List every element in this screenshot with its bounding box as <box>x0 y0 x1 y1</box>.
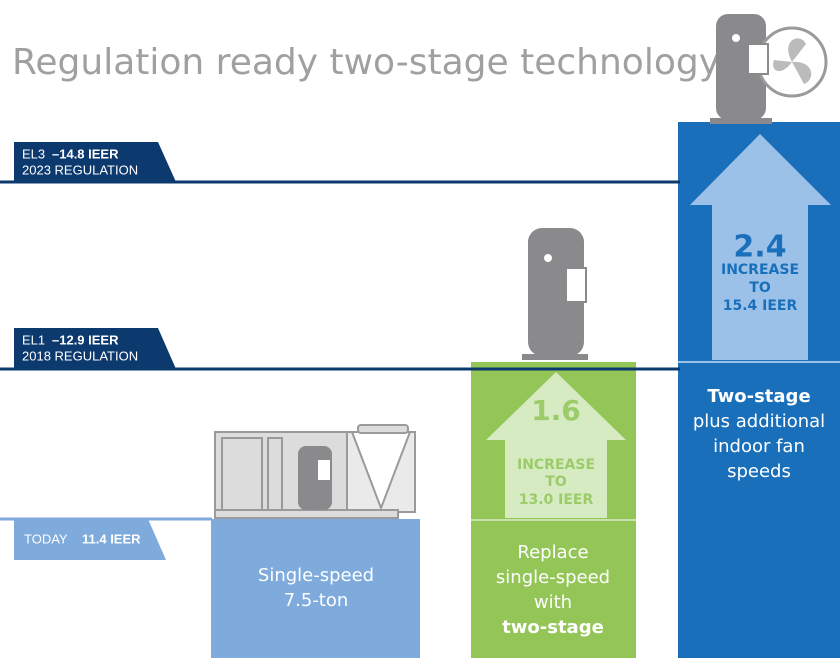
increase-text: 15.4 IEER <box>723 298 798 314</box>
bar-text: speeds <box>727 461 791 482</box>
level-value: –12.9 IEER <box>52 332 119 347</box>
increase-text: 13.0 IEER <box>519 492 594 508</box>
level-tag-text: TODAY <box>24 531 68 546</box>
level-value: –14.8 IEER <box>52 146 119 161</box>
bar-text: Single-speed <box>258 565 374 586</box>
bar-text: single-speed <box>496 567 610 588</box>
increase-amount: 2.4 <box>733 230 786 265</box>
level-note: 2023 REGULATION <box>22 162 138 177</box>
bar-text: 7.5-ton <box>284 590 349 611</box>
bar-text: two-stage <box>502 617 604 638</box>
bar-text: indoor fan <box>713 436 805 457</box>
compressor-fan-icon <box>710 14 826 124</box>
level-tag-text: EL1 <box>22 332 45 347</box>
rooftop-unit-icon <box>215 425 415 518</box>
bar-text: Two-stage <box>707 386 810 407</box>
level-note: 2018 REGULATION <box>22 348 138 363</box>
bar-text: with <box>534 592 572 613</box>
level-value: 11.4 IEER <box>82 531 141 546</box>
bar-text: plus additional <box>693 411 825 432</box>
increase-text: TO <box>749 280 771 296</box>
increase-text: INCREASE <box>721 262 799 278</box>
level-tag-text: EL3 <box>22 146 45 161</box>
compressor-icon <box>522 228 588 360</box>
infographic: Regulation ready two-stage technology EL… <box>0 0 840 658</box>
bar-text: Replace <box>517 542 588 563</box>
title: Regulation ready two-stage technology <box>12 42 720 83</box>
increase-amount: 1.6 <box>531 394 581 427</box>
increase-text: INCREASE <box>517 457 595 473</box>
increase-text: TO <box>545 474 567 490</box>
bar-today <box>211 519 420 658</box>
